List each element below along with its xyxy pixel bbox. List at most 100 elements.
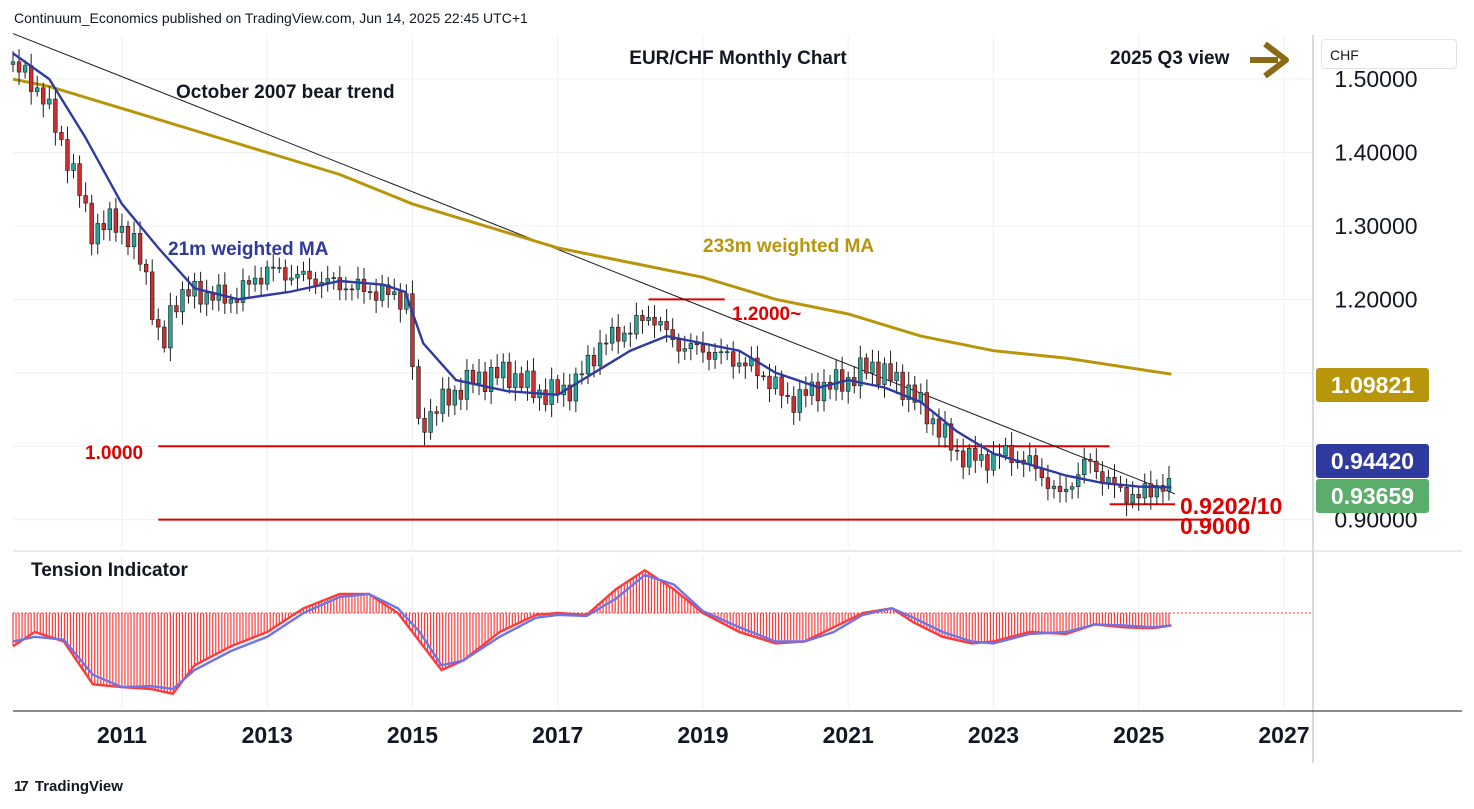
candle-body xyxy=(361,278,367,292)
x-tick-label: 2011 xyxy=(97,722,147,748)
candle-body xyxy=(948,423,954,451)
tradingview-brand: TradingView xyxy=(34,778,123,795)
x-tick-label: 2027 xyxy=(1258,722,1309,748)
candle-body xyxy=(961,450,966,468)
candle-body xyxy=(125,225,131,248)
ma233-label: 233m weighted MA xyxy=(703,236,874,257)
price-badge-close: 0.93659 xyxy=(1316,479,1429,513)
tension-title: Tension Indicator xyxy=(31,560,189,581)
candle-body xyxy=(688,343,694,349)
candle-body xyxy=(670,329,675,341)
tradingview-icon: 17 xyxy=(14,778,29,795)
trend-label: October 2007 bear trend xyxy=(176,82,395,103)
x-tick-label: 2025 xyxy=(1113,722,1164,748)
candle-body xyxy=(186,289,191,297)
candle-body xyxy=(676,339,681,352)
currency-selector[interactable]: CHF xyxy=(1321,39,1457,69)
candle-body xyxy=(198,281,203,305)
candle-body xyxy=(973,448,978,461)
candle-body xyxy=(609,326,615,344)
annotations: EUR/CHF Monthly Chart 2025 Q3 view October… xyxy=(31,48,1282,581)
candle-body xyxy=(295,274,300,279)
candle-body xyxy=(597,342,603,367)
candle-body xyxy=(967,448,972,468)
tension-blue-line xyxy=(12,573,1172,691)
candle-body xyxy=(985,454,990,471)
candle-body xyxy=(71,163,76,171)
candle-body xyxy=(658,321,663,326)
candle-body xyxy=(283,267,288,281)
candle-body xyxy=(494,367,500,379)
level-1-2-label: 1.2000~ xyxy=(732,304,801,325)
candle-body xyxy=(767,375,772,390)
x-tick-label: 2023 xyxy=(968,722,1019,748)
candle-body xyxy=(410,293,415,367)
candle-body xyxy=(83,195,88,204)
candle-body xyxy=(1045,477,1051,489)
candle-body xyxy=(416,366,421,419)
candle-body xyxy=(446,388,451,406)
candle-body xyxy=(664,321,669,330)
candle-body xyxy=(694,343,700,346)
candle-body xyxy=(731,351,736,367)
candle-body xyxy=(464,370,470,400)
candle-body xyxy=(337,277,342,291)
candle-body xyxy=(258,277,264,285)
candle-body xyxy=(398,291,403,310)
candle-body xyxy=(1082,458,1087,476)
price-badge-ma233: 1.09821 xyxy=(1316,368,1429,402)
candle-body xyxy=(35,87,40,92)
candle-body xyxy=(882,363,887,385)
candle-body xyxy=(367,291,373,293)
candle-body xyxy=(573,373,579,402)
candle-body xyxy=(773,376,778,390)
x-tick-label: 2017 xyxy=(532,722,583,748)
candle-body xyxy=(900,371,905,400)
candle-body xyxy=(936,418,942,438)
y-tick-label: 1.30000 xyxy=(1334,213,1417,239)
candle-body xyxy=(143,263,149,273)
candle-body xyxy=(1069,486,1075,490)
level-1-0-label: 1.0000 xyxy=(85,443,143,464)
candle-body xyxy=(307,270,312,280)
candle-body xyxy=(216,284,221,301)
candle-body xyxy=(204,292,209,305)
chart-title: EUR/CHF Monthly Chart xyxy=(629,48,847,69)
candle-body xyxy=(452,389,457,406)
candle-body xyxy=(355,278,361,290)
candle-body xyxy=(53,98,58,133)
candle-body xyxy=(373,291,379,301)
tension-indicator xyxy=(12,568,1313,696)
candle-body xyxy=(531,370,536,399)
candle-body xyxy=(525,370,530,388)
candle-body xyxy=(791,396,796,413)
candle-body xyxy=(22,65,28,73)
candle-body xyxy=(1106,477,1111,484)
tradingview-logo[interactable]: 17 TradingView xyxy=(14,778,123,795)
candle-body xyxy=(1039,468,1045,479)
candle-body xyxy=(174,305,179,313)
candle-body xyxy=(543,389,548,405)
candle-body xyxy=(797,389,802,413)
candle-body xyxy=(289,277,294,281)
candle-body xyxy=(912,384,917,403)
price-badge-ma21: 0.94420 xyxy=(1316,444,1429,478)
candle-body xyxy=(137,233,143,265)
candle-body xyxy=(1154,485,1160,498)
x-tick-label: 2013 xyxy=(242,722,293,748)
candle-body xyxy=(1124,487,1129,504)
candle-body xyxy=(876,361,881,385)
candle-body xyxy=(743,362,748,367)
candle-body xyxy=(815,381,821,402)
candle-body xyxy=(252,277,258,285)
candle-body xyxy=(59,132,64,140)
candle-body xyxy=(180,289,185,313)
candle-body xyxy=(1094,460,1099,472)
candle-body xyxy=(858,357,863,387)
candle-body xyxy=(386,284,391,295)
candle-body xyxy=(488,367,494,392)
candle-body xyxy=(1051,485,1057,489)
candle-body xyxy=(65,139,70,171)
candle-body xyxy=(1148,483,1153,498)
